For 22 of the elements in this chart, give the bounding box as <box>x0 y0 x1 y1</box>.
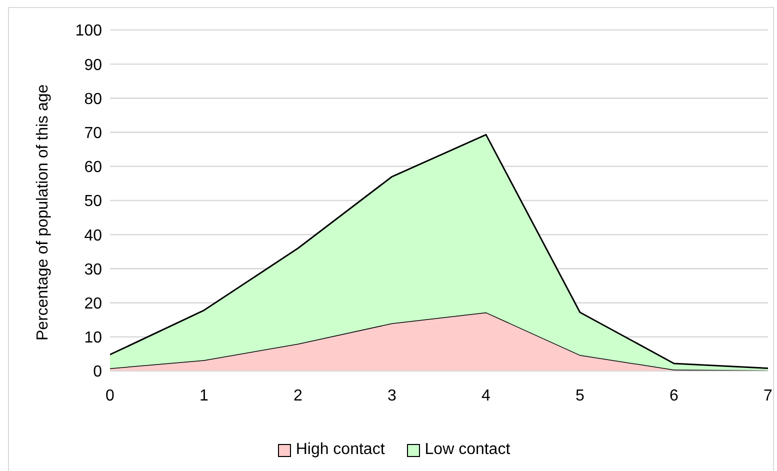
x-tick-label: 5 <box>576 387 585 404</box>
y-tick-label: 80 <box>84 90 102 108</box>
y-tick-label: 60 <box>84 159 102 176</box>
y-tick-label: 100 <box>75 22 102 40</box>
x-tick-label: 2 <box>294 387 303 404</box>
y-tick-label: 70 <box>84 124 102 142</box>
y-tick-label: 0 <box>93 364 102 381</box>
x-tick-label: 4 <box>482 387 491 404</box>
y-tick-label: 90 <box>84 56 102 74</box>
x-tick-label: 7 <box>764 387 773 404</box>
y-tick-label: 40 <box>84 227 102 244</box>
legend-label: High contact <box>296 441 385 459</box>
y-axis-title: Percentage of population of this age <box>34 84 52 340</box>
y-tick-label: 10 <box>84 330 102 347</box>
y-tick-label: 20 <box>84 295 102 312</box>
x-tick-label: 0 <box>106 387 115 404</box>
x-tick-label: 3 <box>388 387 397 404</box>
y-tick-label: 50 <box>84 193 102 210</box>
x-tick-label: 1 <box>200 387 209 404</box>
legend-label: Low contact <box>424 441 510 459</box>
x-tick-label: 6 <box>670 387 679 404</box>
y-tick-label: 30 <box>84 261 102 278</box>
